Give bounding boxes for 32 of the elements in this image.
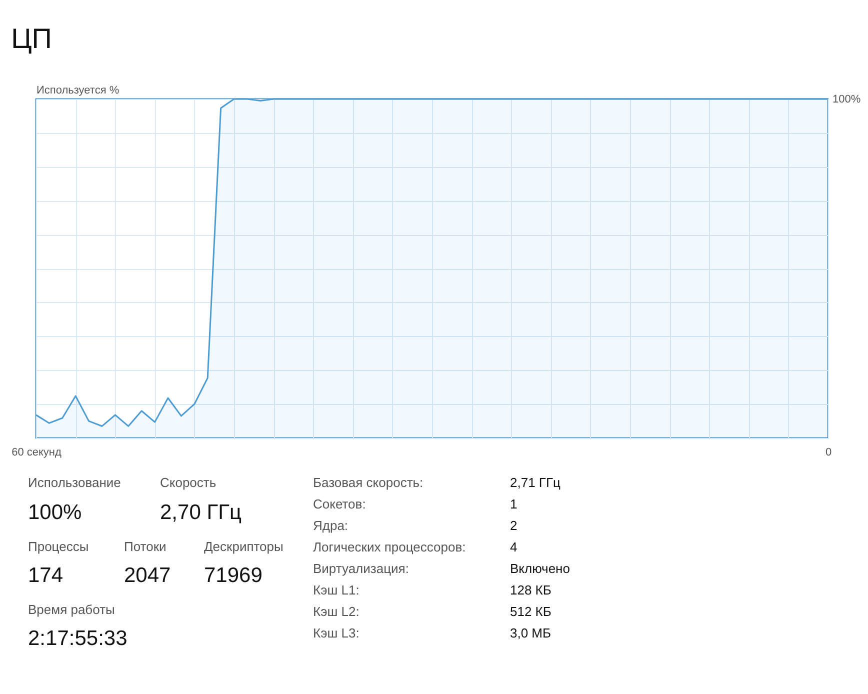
x-tick-label: 0	[825, 446, 832, 458]
text: Ядра:	[313, 518, 348, 533]
text: Использование	[28, 475, 121, 490]
text: Виртуализация:	[313, 561, 409, 576]
text: Сокетов:	[313, 496, 366, 512]
text: Кэш L1:	[313, 582, 360, 598]
text: 174	[28, 564, 64, 587]
chart-title: ЦП	[11, 23, 52, 54]
text: Процессы	[28, 539, 89, 554]
y-axis-title: Используется %	[36, 84, 120, 96]
text: 100%	[28, 501, 82, 524]
text: 2,70 ГГц	[160, 501, 242, 524]
text: Включено	[510, 561, 570, 576]
text: Скорость	[160, 475, 216, 490]
text: Кэш L3:	[313, 626, 360, 640]
text: 512 КБ	[510, 604, 552, 619]
text: Базовая скорость:	[313, 475, 424, 490]
x-tick-label: 60 секунд	[12, 446, 62, 458]
text: Потоки	[124, 539, 166, 554]
text: 2:17:55:33	[28, 627, 128, 650]
text: 4	[510, 540, 518, 554]
text: 2047	[124, 564, 171, 587]
text: 2	[510, 518, 518, 533]
text: 2,71 ГГц	[510, 475, 561, 490]
text: 71969	[204, 564, 262, 587]
text: 3,0 МБ	[510, 626, 552, 640]
text: Время работы	[28, 602, 115, 617]
text: 1	[510, 496, 518, 512]
text: Кэш L2:	[313, 604, 360, 619]
text: Дескрипторы	[204, 539, 284, 554]
text: Логических процессоров:	[313, 540, 466, 554]
text: 128 КБ	[510, 582, 552, 598]
